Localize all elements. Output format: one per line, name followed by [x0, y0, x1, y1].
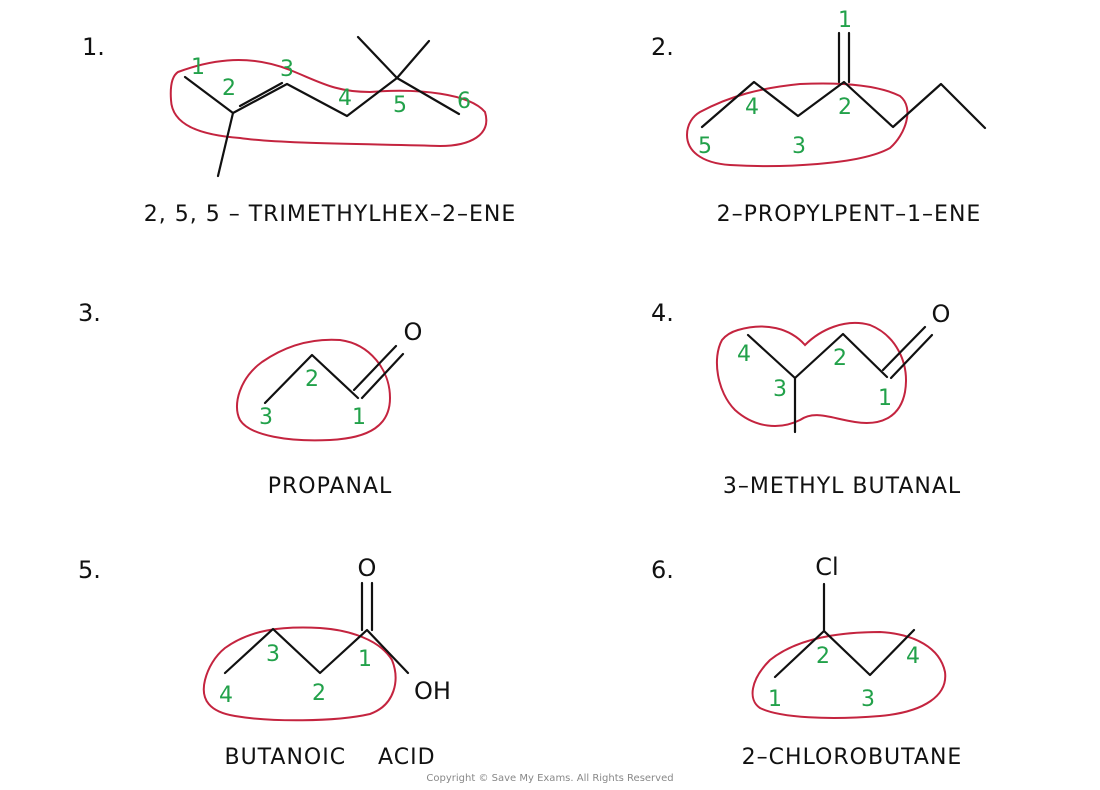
panel-5-carbon-1: 1 — [358, 647, 372, 672]
panel-2-carbon-2: 2 — [838, 95, 852, 120]
panel-6-carbon-4: 4 — [906, 644, 920, 669]
panel-1-carbon-6: 6 — [457, 89, 471, 114]
panel-2-carbon-3: 3 — [792, 134, 806, 159]
panel-5-oxygen: O — [358, 554, 377, 582]
panel-3-carbonyl-a — [352, 344, 398, 392]
panel-3-carbon-1: 1 — [352, 405, 366, 430]
panel-1-main-chain-outline — [169, 59, 488, 148]
panel-6-carbon-3: 3 — [861, 687, 875, 712]
panel-1-methyl-c2 — [216, 111, 235, 178]
panel-3-carbon-2: 2 — [305, 367, 319, 392]
panel-3-skeleton — [263, 353, 360, 405]
panel-5-main-chain-outline — [202, 626, 397, 722]
panel-5: 5. O OH 1 2 3 4 BUTANOIC ACID — [78, 554, 451, 770]
panel-2-carbon-5: 5 — [698, 134, 712, 159]
panel-4-carbonyl-a — [881, 325, 927, 372]
panel-3-name: PROPANAL — [268, 474, 393, 499]
panel-5-carbon-4: 4 — [219, 683, 233, 708]
panel-2-carbon-4: 4 — [745, 95, 759, 120]
panel-2: 2. 1 2 3 4 5 2–PROPYLPENT–1–ENE — [651, 8, 987, 227]
panel-1-name: 2, 5, 5 – TRIMETHYLHEX–2–ENE — [144, 202, 517, 227]
panel-6-carbon-1: 1 — [768, 687, 782, 712]
panel-3: 3. O 1 2 3 PROPANAL — [78, 299, 422, 499]
panel-1-carbon-4: 4 — [338, 86, 352, 111]
panel-2-number: 2. — [651, 33, 674, 61]
panel-5-carbon-2: 2 — [312, 681, 326, 706]
panel-6-skeleton — [773, 628, 916, 679]
panel-5-hydroxyl: OH — [414, 677, 451, 705]
panel-1-methyl-c5b — [395, 39, 431, 80]
panel-4-main-chain-outline — [715, 321, 907, 427]
panel-1-carbon-3: 3 — [280, 57, 294, 82]
copyright-notice: Copyright © Save My Exams. All Rights Re… — [426, 773, 673, 784]
panel-2-main-chain-outline — [685, 82, 909, 168]
panel-6-number: 6. — [651, 556, 674, 584]
panel-6-carbon-2: 2 — [816, 644, 830, 669]
panel-4-oxygen: O — [932, 300, 951, 328]
panel-1-carbon-5: 5 — [393, 93, 407, 118]
panel-1-methyl-c5a — [356, 35, 399, 80]
panel-6-chlorine: Cl — [815, 553, 838, 581]
panel-2-skeleton — [700, 80, 987, 130]
panel-4-number: 4. — [651, 299, 674, 327]
panel-1-number: 1. — [82, 33, 105, 61]
panel-2-name: 2–PROPYLPENT–1–ENE — [717, 202, 982, 227]
panel-3-oxygen: O — [404, 318, 423, 346]
panel-5-carbon-3: 3 — [266, 642, 280, 667]
panel-6-name: 2–CHLOROBUTANE — [742, 745, 963, 770]
panel-1: 1. 1 2 3 4 5 6 2, 5, 5 – TRIMETHYLHEX–2–… — [82, 33, 517, 227]
panel-1-carbon-1: 1 — [191, 55, 205, 80]
panel-3-number: 3. — [78, 299, 101, 327]
panel-5-skeleton — [223, 627, 410, 675]
panel-3-carbonyl-b — [360, 352, 405, 400]
panel-1-skeleton — [183, 75, 461, 118]
panel-4-carbon-2: 2 — [833, 346, 847, 371]
panel-6-main-chain-outline — [751, 630, 947, 719]
panel-4: 4. O 1 2 3 4 3–METHYL BUTANAL — [651, 299, 961, 499]
panel-5-name: BUTANOIC ACID — [224, 745, 435, 770]
panel-3-main-chain-outline — [236, 338, 392, 442]
panel-1-double-bond — [238, 81, 284, 108]
panel-5-number: 5. — [78, 556, 101, 584]
panel-6: 6. Cl 1 2 3 4 2–CHLOROBUTANE — [651, 553, 963, 770]
panel-1-carbon-2: 2 — [222, 76, 236, 101]
panel-2-carbon-1: 1 — [838, 8, 852, 33]
panel-4-carbon-3: 3 — [773, 377, 787, 402]
panel-4-carbon-1: 1 — [878, 386, 892, 411]
panel-4-skeleton — [746, 332, 889, 380]
panel-4-name: 3–METHYL BUTANAL — [723, 474, 961, 499]
panel-4-carbon-4: 4 — [737, 342, 751, 367]
panel-3-carbon-3: 3 — [259, 405, 273, 430]
panel-4-carbonyl-b — [889, 333, 934, 380]
